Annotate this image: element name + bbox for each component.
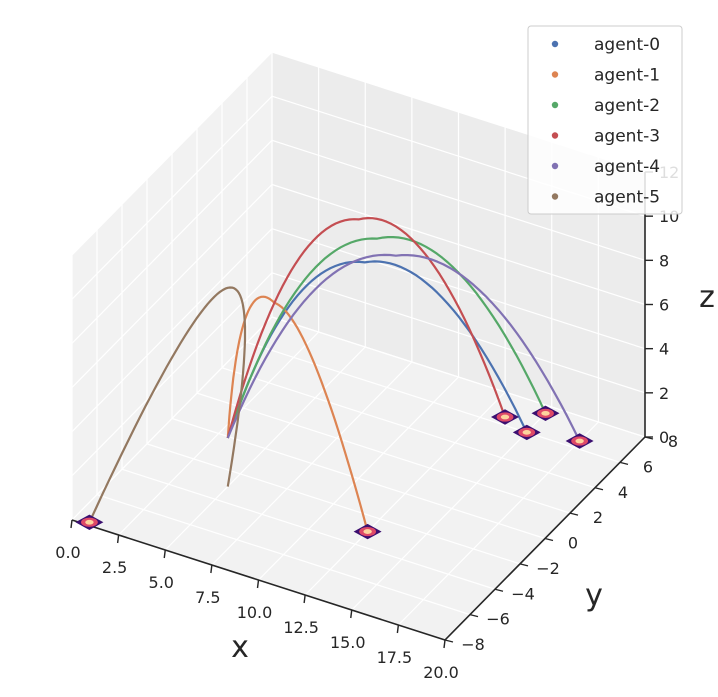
z-tick-label: 0 [659,428,669,447]
x-tick-label: 20.0 [423,663,459,682]
legend-label-agent-3: agent-3 [594,127,660,147]
series-lines [88,217,581,532]
gridline [271,139,646,261]
y-tick-label: −2 [536,559,560,578]
legend-box [527,25,683,215]
z-tick-label: 2 [659,384,669,403]
marker-core [522,429,531,435]
z-tick-label: 8 [659,251,669,270]
endpoint-marker-agent-1 [353,523,382,540]
y-tick-mark [544,537,554,542]
gridline [71,139,273,344]
series-line-agent-2 [226,236,547,439]
x-tick-label: 15.0 [330,633,366,652]
marker-core [541,410,550,416]
x-tick-mark [350,609,353,619]
gridline [121,468,496,590]
x-tick-label: 2.5 [102,558,127,577]
y-tick-label: −6 [486,610,510,629]
legend-label-agent-1: agent-1 [594,66,660,86]
legend-dot-agent-0 [551,40,559,48]
gridline [271,316,646,438]
legend-dot-agent-4 [551,162,559,170]
gridline [71,95,273,300]
x-tick-mark [70,519,73,529]
x-tick-mark [396,624,400,634]
z-tick-label: 4 [659,340,669,359]
y-tick-label: 0 [568,534,578,553]
x-tick-mark [303,594,306,604]
x-tick-label: 12.5 [283,618,319,637]
endpoint-marker-agent-0 [512,424,541,441]
y-tick-mark [569,512,579,516]
gridline [96,494,471,616]
x-tick-label: 5.0 [149,573,174,592]
x-tick-label: 17.5 [377,648,413,667]
legend-label-agent-5: agent-5 [594,188,660,208]
x-tick-mark [116,534,120,544]
x-tick-mark [256,579,260,589]
x-tick-mark [443,639,446,649]
series-line-agent-5 [88,286,247,523]
marker-core [85,519,94,525]
legend-dot-agent-1 [551,71,559,78]
gridline [196,392,571,514]
endpoint-marker-agent-2 [531,405,560,421]
x-tick-label: 10.0 [237,603,273,622]
gridline [71,228,273,433]
endpoint-marker-agent-3 [491,409,519,425]
series-line-agent-3 [226,217,507,439]
gridline [271,272,646,394]
legend-label-agent-4: agent-4 [594,157,660,177]
y-tick-mark [494,588,504,592]
y-tick-mark [469,613,479,618]
endpoint-markers [75,405,594,540]
marker-core [363,529,372,534]
z-axis-label: z [699,280,715,315]
axis-lines [70,171,654,649]
gridline [246,341,621,463]
y-tick-mark [594,487,604,491]
gridline [71,272,273,477]
gridline [146,443,521,565]
endpoint-marker-agent-5 [75,514,104,530]
gridline [221,367,596,489]
y-tick-label: 2 [593,508,603,527]
y-tick-mark [444,639,454,643]
legend-dot-agent-5 [551,193,559,200]
legend-label-agent-2: agent-2 [594,96,660,116]
legend-label-agent-0: agent-0 [594,35,660,55]
series-line-agent-4 [226,253,581,442]
y-tick-label: −8 [461,635,485,654]
endpoint-marker-agent-4 [565,433,594,449]
gridline [271,183,646,306]
z-tick-label: 6 [659,296,669,315]
y-tick-label: 4 [618,483,628,502]
y-tick-mark [519,563,529,567]
gridline [71,184,273,388]
marker-core [575,438,584,444]
y-tick-mark [619,461,629,466]
legend: agent-0 agent-1 agent-2 agent-3 agent-4 agent… [527,25,683,215]
legend-dot-agent-2 [551,101,559,109]
y-tick-label: −4 [511,584,535,603]
x-tick-mark [210,564,213,574]
x-tick-label: 7.5 [195,588,220,607]
x-tick-mark [163,549,166,559]
x-tick-label: 0.0 [55,543,80,562]
x-axis-label: x [231,630,249,665]
gridline [271,228,646,350]
y-tick-label: 6 [643,457,653,476]
y-axis-label: y [585,578,603,613]
y-tick-label: 8 [668,432,678,451]
legend-dot-agent-3 [551,132,559,139]
marker-core [500,414,510,420]
x-tick-labels: 0.0 2.5 5.0 7.5 10.0 12.5 15.0 17.5 20.0 [55,543,459,682]
gridline [71,51,273,256]
